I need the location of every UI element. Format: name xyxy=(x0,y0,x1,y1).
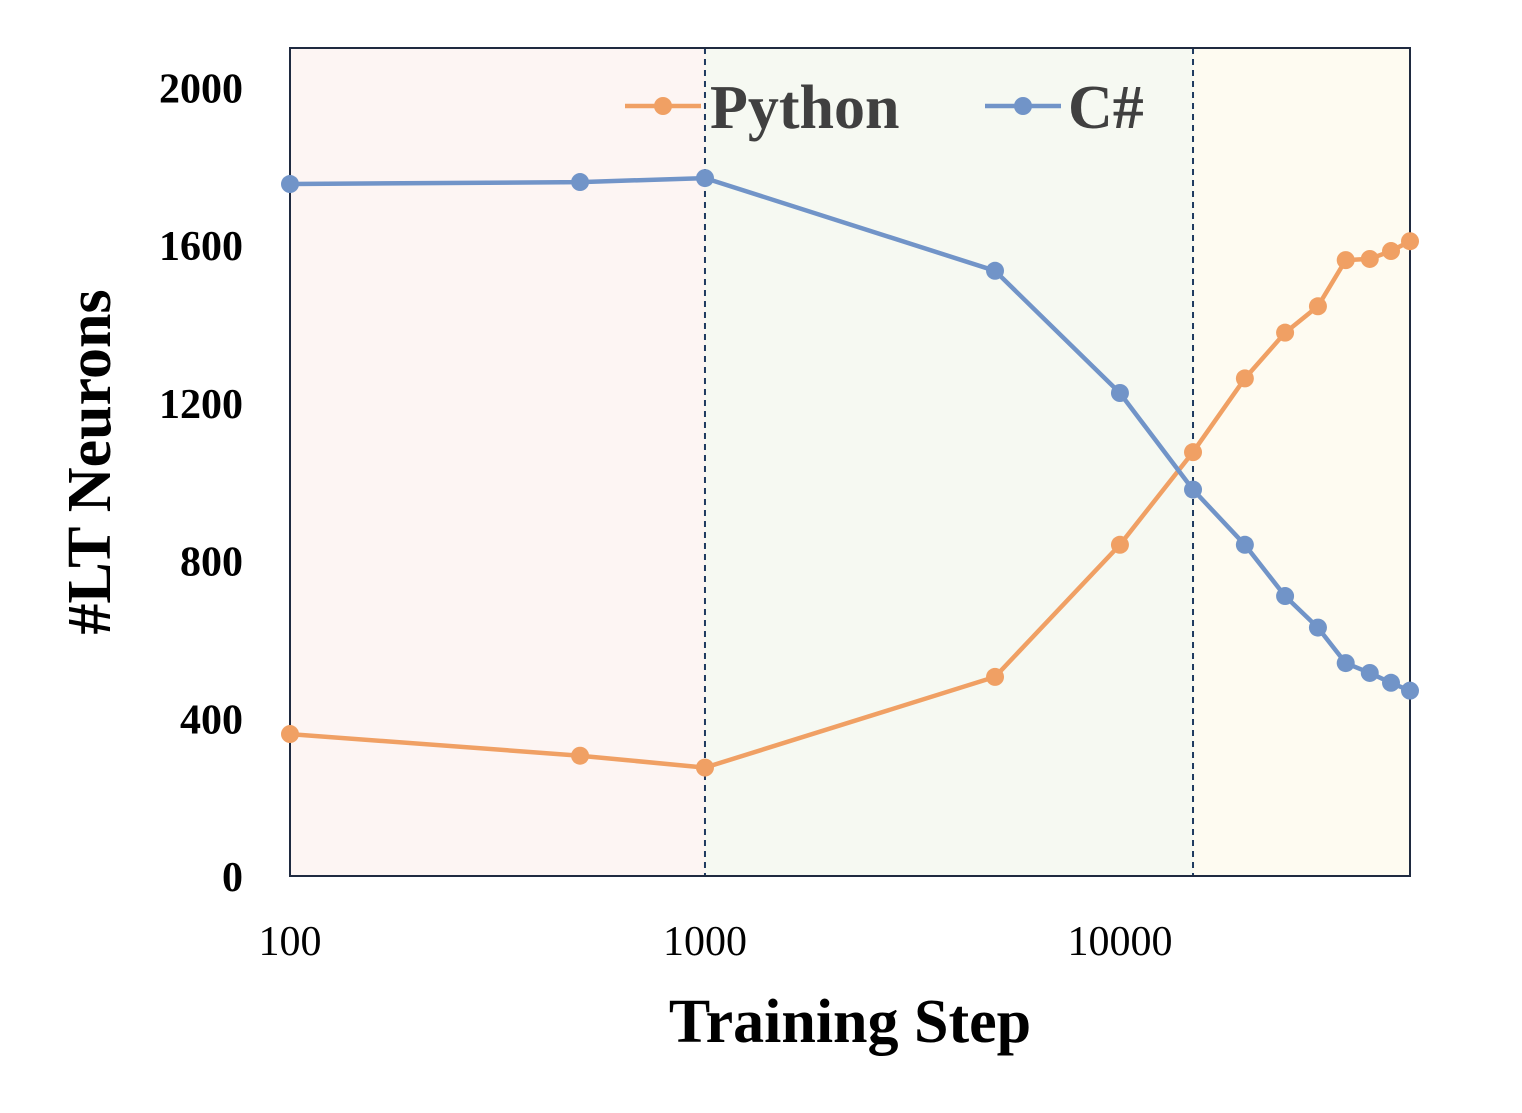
data-point xyxy=(571,173,590,192)
legend-item: Python xyxy=(625,74,899,142)
legend-swatch-marker xyxy=(654,97,672,115)
series-layer xyxy=(281,169,1419,777)
data-point xyxy=(1184,480,1203,499)
data-point xyxy=(695,758,714,777)
legend-label: Python xyxy=(710,74,899,142)
data-point xyxy=(571,746,590,765)
y-tick-label: 800 xyxy=(180,540,243,586)
region-layer xyxy=(290,48,1410,876)
data-point xyxy=(986,261,1005,280)
y-tick-label: 2000 xyxy=(159,66,243,112)
data-point xyxy=(1308,297,1327,316)
data-point xyxy=(1235,535,1254,554)
data-point xyxy=(1382,242,1401,261)
data-point xyxy=(1401,232,1419,251)
data-point xyxy=(1235,369,1254,388)
phase-region-3 xyxy=(1193,48,1410,876)
y-axis-title: #LT Neurons xyxy=(56,289,124,634)
series-python xyxy=(281,232,1419,777)
data-point xyxy=(281,175,299,194)
data-point xyxy=(1382,673,1401,692)
data-point xyxy=(695,169,714,188)
legend-item: C# xyxy=(985,74,1144,142)
x-axis-title: Training Step xyxy=(669,988,1031,1056)
y-axis-ticks: 0 400 800 1200 1600 2000 xyxy=(159,66,243,901)
phase-region-2 xyxy=(704,48,1194,876)
data-point xyxy=(1360,249,1379,268)
legend-label: C# xyxy=(1068,74,1144,142)
data-point xyxy=(986,667,1005,686)
y-tick-label: 0 xyxy=(222,855,243,901)
y-tick-label: 400 xyxy=(180,697,243,743)
data-point xyxy=(1276,323,1295,342)
data-point xyxy=(1184,443,1203,462)
data-point xyxy=(1110,535,1129,554)
data-point xyxy=(1276,587,1295,606)
data-point xyxy=(1401,681,1419,700)
y-tick-label: 1200 xyxy=(159,382,243,428)
x-tick-label: 1000 xyxy=(663,919,747,965)
data-point xyxy=(1308,618,1327,637)
plot-frame xyxy=(289,47,1411,877)
data-point xyxy=(1110,384,1129,402)
y-tick-label: 1600 xyxy=(159,224,243,270)
data-point xyxy=(1336,654,1355,673)
data-point xyxy=(1360,663,1379,682)
x-axis-ticks: 100 1000 10000 xyxy=(259,919,1173,965)
x-tick-label: 100 xyxy=(259,919,322,965)
data-point xyxy=(281,725,299,744)
series-c- xyxy=(281,169,1419,700)
x-tick-label: 10000 xyxy=(1067,919,1172,965)
legend: Python C# xyxy=(625,74,1144,142)
data-point xyxy=(1336,251,1355,270)
legend-swatch-marker xyxy=(1014,97,1032,115)
